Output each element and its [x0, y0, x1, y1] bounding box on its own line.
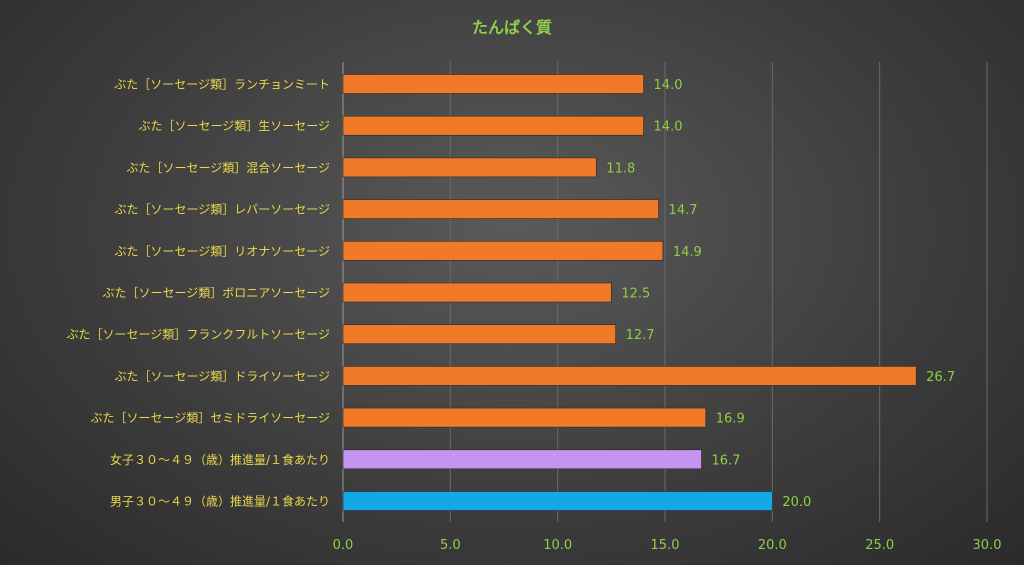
data-label: 11.8 — [606, 161, 635, 176]
data-label: 12.5 — [621, 287, 650, 302]
chart-title: たんぱく質 — [472, 18, 552, 37]
data-label: 12.7 — [626, 328, 655, 343]
x-tick-label: 15.0 — [651, 538, 680, 553]
x-tick-label: 25.0 — [865, 538, 894, 553]
x-tick-label: 30.0 — [973, 538, 1002, 553]
bar — [342, 157, 597, 178]
category-label: 女子３０～４９（歳）推進量/１食あたり — [110, 452, 330, 467]
bar — [342, 366, 917, 386]
bar — [342, 74, 644, 94]
bars — [342, 74, 917, 511]
category-label: ぶた［ソーセージ類］フランクフルトソーセージ — [66, 328, 330, 342]
x-tick-label: 20.0 — [758, 538, 787, 553]
category-label: ぶた［ソーセージ類］ドライソーセージ — [114, 369, 330, 383]
data-label: 14.0 — [654, 78, 683, 93]
data-label: 14.0 — [654, 120, 683, 135]
bar — [342, 491, 773, 511]
category-label: ぶた［ソーセージ類］セミドライソーセージ — [90, 411, 330, 425]
category-label: 男子３０～４９（歳）推進量/１食あたり — [110, 494, 330, 509]
category-label: ぶた［ソーセージ類］ランチョンミート — [114, 78, 330, 92]
grid-lines — [342, 62, 988, 522]
bar — [342, 199, 659, 219]
data-label: 26.7 — [926, 370, 955, 385]
category-label: ぶた［ソーセージ類］リオナソーセージ — [114, 244, 330, 258]
x-axis-ticks: 0.0 5.0 10.0 15.0 20.0 25.0 30.0 — [333, 538, 1002, 553]
bar — [342, 282, 612, 303]
data-label: 14.9 — [673, 245, 702, 260]
category-label: ぶた［ソーセージ類］レバーソーセージ — [114, 203, 330, 217]
category-label: ぶた［ソーセージ類］ボロニアソーセージ — [102, 286, 330, 300]
x-tick-label: 10.0 — [543, 538, 572, 553]
category-label: ぶた［ソーセージ類］生ソーセージ — [138, 119, 330, 133]
bar — [342, 115, 644, 136]
category-label: ぶた［ソーセージ類］混合ソーセージ — [126, 160, 330, 175]
bar — [342, 324, 616, 345]
data-label: 16.9 — [716, 412, 745, 427]
value-labels: 14.0 14.0 11.8 14.7 14.9 12.5 12.7 26.7 16.9 16.7… — [606, 78, 955, 510]
data-label: 16.7 — [711, 453, 740, 468]
data-label: 20.0 — [782, 495, 811, 510]
x-tick-label: 5.0 — [440, 538, 461, 553]
bar — [342, 407, 707, 428]
x-tick-label: 0.0 — [333, 538, 354, 553]
data-label: 14.7 — [669, 203, 698, 218]
bar — [342, 449, 702, 470]
bar — [342, 241, 664, 261]
category-labels: ぶた［ソーセージ類］ランチョンミートぶた［ソーセージ類］生ソーセージぶた［ソーセ… — [66, 78, 330, 509]
